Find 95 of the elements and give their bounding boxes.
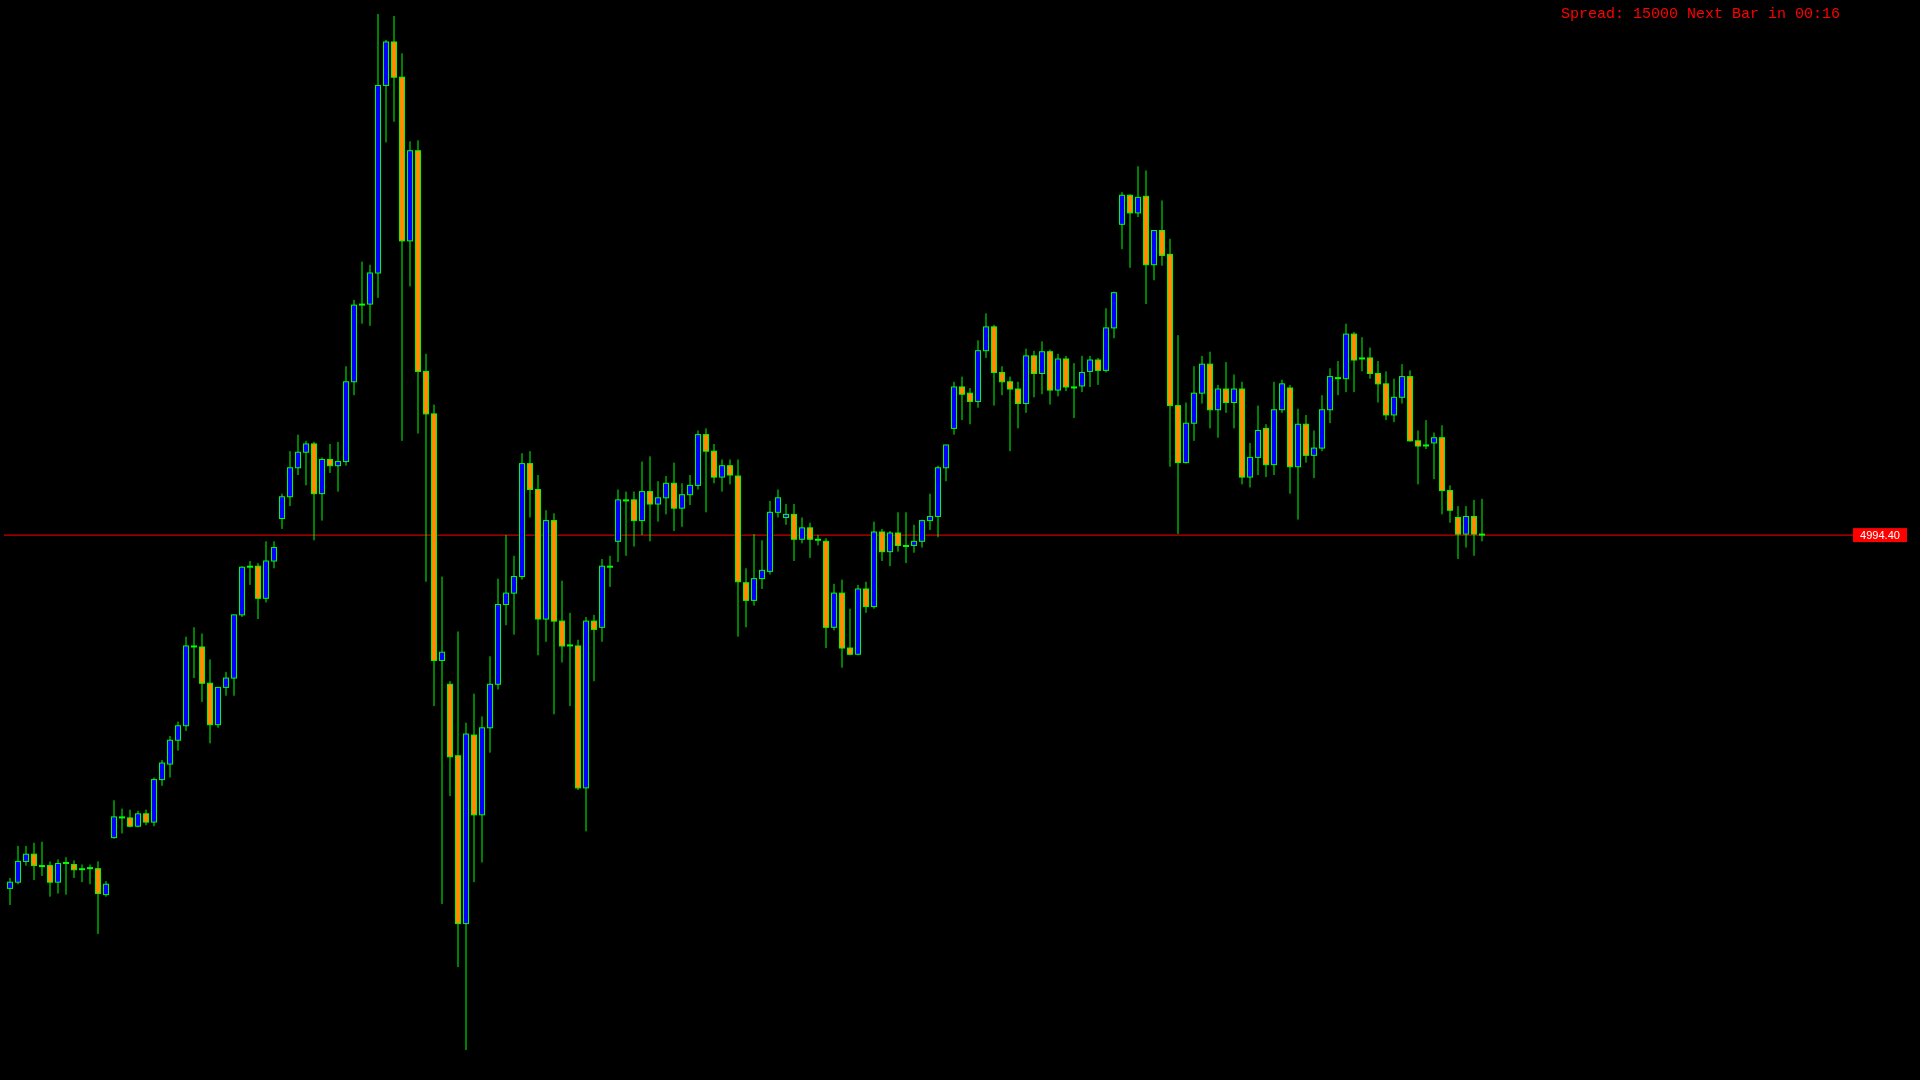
candlestick (903, 511, 909, 564)
candlestick (1007, 376, 1013, 452)
candlestick (1455, 505, 1461, 560)
candlestick (1127, 193, 1133, 269)
candlestick (815, 534, 821, 546)
candlestick (1479, 498, 1485, 542)
candlestick (1423, 419, 1429, 450)
candlestick (1375, 360, 1381, 403)
candlestick (879, 528, 885, 562)
candlestick (87, 864, 93, 885)
candlestick (1031, 350, 1037, 398)
candlestick (247, 560, 253, 586)
candlestick (967, 387, 973, 425)
candlestick (927, 493, 933, 531)
candlestick (959, 376, 965, 421)
candlestick (943, 444, 949, 482)
candlestick (1079, 355, 1085, 393)
candlestick (279, 493, 285, 530)
candlestick (895, 511, 901, 553)
candlestick (1311, 429, 1317, 479)
candlestick (863, 581, 869, 614)
candlestick (759, 539, 765, 590)
candlestick (63, 856, 69, 896)
candlestick (55, 858, 61, 895)
candlestick (271, 540, 277, 569)
candlestick (71, 859, 77, 879)
candlestick (1399, 363, 1405, 405)
candlestick (1391, 378, 1397, 423)
candlestick (807, 522, 813, 559)
text: 4994.40 (1860, 529, 1900, 542)
candlestick (1431, 432, 1437, 480)
candlestick (775, 489, 781, 518)
candlestick (1215, 384, 1221, 439)
candlestick (663, 475, 669, 515)
candlestick (751, 533, 757, 607)
candlestick (303, 440, 309, 486)
candlestick (511, 555, 517, 636)
candlestick (687, 474, 693, 506)
candlestick (31, 842, 37, 881)
candlestick (1087, 355, 1093, 388)
candlestick (623, 491, 629, 557)
candlestick (1359, 336, 1365, 372)
candlestick (1231, 374, 1237, 429)
candlestick (503, 534, 509, 626)
candlestick (1447, 484, 1453, 524)
candlestick (1415, 429, 1421, 485)
candlestick (175, 721, 181, 752)
candlestick (1223, 361, 1229, 414)
candlestick (159, 759, 165, 787)
candlestick (887, 530, 893, 567)
candlestick (847, 608, 853, 656)
candlestick (1247, 442, 1253, 488)
text: Spread: 15000 Next Bar in 00:16 (1560, 6, 1840, 23)
candlestick (119, 808, 125, 834)
candlestick (703, 427, 709, 513)
candlestick (983, 312, 989, 359)
candlestick (295, 434, 301, 476)
candlestick (591, 614, 597, 682)
candlestick (1095, 357, 1101, 386)
candlestick (631, 491, 637, 547)
candlestick (999, 365, 1005, 396)
candlestick (1015, 381, 1021, 429)
candlestick (783, 503, 789, 526)
candlestick (167, 735, 173, 779)
candlestick (1071, 362, 1077, 419)
candlestick (911, 524, 917, 554)
candlestick (919, 519, 925, 549)
candlestick (1039, 340, 1045, 395)
candlestick (1471, 499, 1477, 557)
candlestick (191, 626, 197, 679)
candlestick (1367, 347, 1373, 380)
candlestick (799, 517, 805, 544)
candlestick (567, 612, 573, 707)
candlestick (47, 860, 53, 898)
candlestick (15, 845, 21, 885)
candlestick (727, 458, 733, 485)
candlestick (111, 799, 117, 840)
candlestick (655, 480, 661, 523)
candlestick (223, 671, 229, 697)
candlestick (743, 567, 749, 628)
candlestick (439, 576, 445, 905)
candlestick (39, 841, 45, 877)
candlestick (679, 482, 685, 528)
candlestick (1335, 360, 1341, 396)
candlestick (23, 845, 29, 867)
candlestick (335, 441, 341, 493)
candlestick (79, 864, 85, 883)
candlestick (1463, 505, 1469, 549)
candlestick (1135, 165, 1141, 218)
candlestick (719, 458, 725, 493)
candlestick (607, 555, 613, 588)
candlestick (7, 877, 13, 906)
candlestick (359, 261, 365, 325)
candlestick (327, 443, 333, 474)
candlestick (647, 455, 653, 542)
